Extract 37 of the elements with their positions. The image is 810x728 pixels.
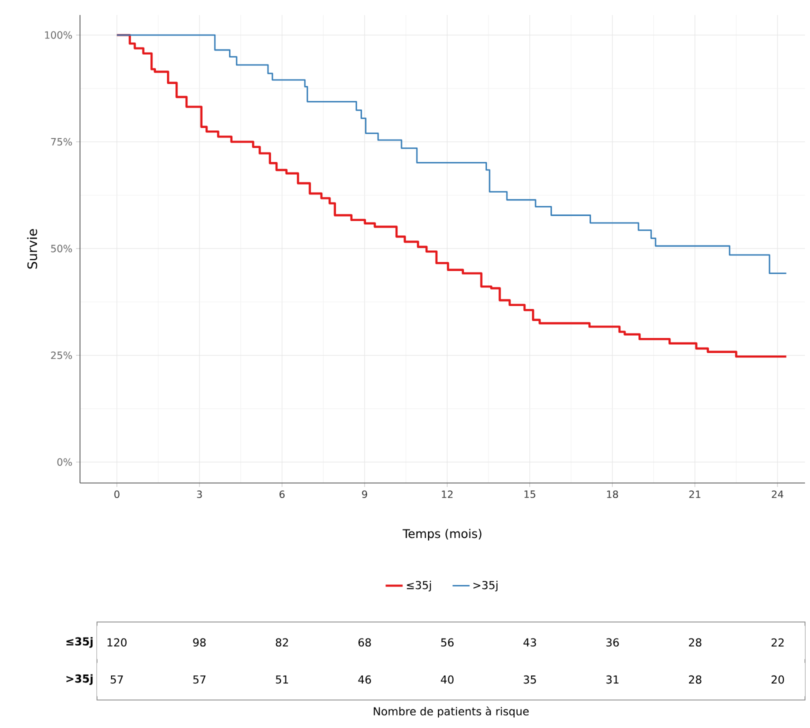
y-tick-label: 75% xyxy=(51,138,72,146)
x-tick-label: 24 xyxy=(772,490,784,498)
data-label: 43 xyxy=(523,638,536,647)
data-label: 22 xyxy=(772,638,784,646)
y-tick-label: 25% xyxy=(51,352,72,360)
data-label: 40 xyxy=(440,675,454,684)
data-label: 57 xyxy=(193,675,206,684)
legend-label: >35j xyxy=(473,580,498,592)
data-label: 46 xyxy=(358,675,371,684)
y-tick-label: 100% xyxy=(45,31,72,39)
data-label: 68 xyxy=(358,638,371,647)
x-tick-label: 0 xyxy=(114,490,120,498)
x-tick-label: 9 xyxy=(362,490,368,498)
data-label: 57 xyxy=(110,675,123,684)
legend-label: ≤35j xyxy=(406,580,431,592)
data-label: 20 xyxy=(772,675,784,684)
x-tick-label: 3 xyxy=(197,490,202,498)
x-tick-label: 6 xyxy=(280,490,285,498)
x-tick-label: 12 xyxy=(442,490,453,498)
x-tick-label: 15 xyxy=(524,490,536,498)
data-label: 120 xyxy=(108,638,127,647)
data-label: 51 xyxy=(276,675,288,684)
data-label: 82 xyxy=(276,638,288,647)
x-tick-label: 18 xyxy=(607,490,618,498)
data-label: 35 xyxy=(524,675,536,684)
data-label: 98 xyxy=(193,638,206,647)
data-label: 28 xyxy=(688,638,702,647)
x-axis-title: Temps (mois) xyxy=(402,528,482,540)
data-label: 36 xyxy=(606,638,619,647)
data-label: 56 xyxy=(441,638,454,647)
data-label: 28 xyxy=(688,675,702,684)
y-axis-title: Survie xyxy=(27,229,38,269)
x-tick-label: 21 xyxy=(689,490,700,498)
y-tick-label: 0% xyxy=(57,458,72,466)
y-tick-label: 50% xyxy=(51,244,72,252)
data-label: 31 xyxy=(606,675,618,684)
x-axis-title: Nombre de patients à risque xyxy=(374,706,529,718)
